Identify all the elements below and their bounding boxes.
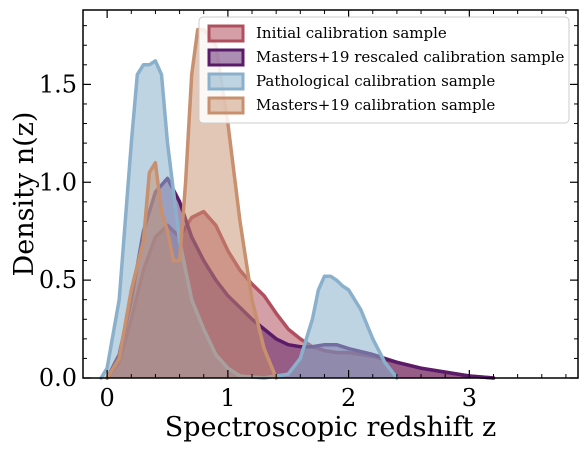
y-tick-label: 1.5: [39, 70, 77, 98]
legend-label: Masters+19 rescaled calibration sample: [256, 48, 565, 66]
y-tick-label: 0.5: [39, 266, 77, 294]
legend-label: Initial calibration sample: [256, 24, 447, 42]
x-axis-label: Spectroscopic redshift z: [165, 412, 496, 443]
legend-swatch: [207, 24, 245, 43]
x-tick-label: 2: [341, 384, 356, 412]
x-tick-label: 1: [220, 384, 235, 412]
legend-swatch: [207, 96, 245, 115]
series-layer: [99, 27, 496, 380]
legend: Initial calibration sample Masters+19 res…: [198, 16, 570, 124]
legend-label: Pathological calibration sample: [256, 72, 495, 90]
y-axis-label: Density n(z): [9, 112, 40, 277]
legend-box: [198, 16, 570, 124]
x-tick-label: 0: [100, 384, 115, 412]
series-line-masters-19-calibration-sample: [105, 27, 278, 380]
x-tick-label: 3: [462, 384, 477, 412]
legend-label: Masters+19 calibration sample: [256, 96, 495, 114]
plot-frame: [82, 9, 579, 379]
series-area-masters-19-calibration-sample: [107, 29, 277, 378]
y-tick-label: 0.0: [39, 364, 77, 392]
y-tick-label: 1.0: [39, 168, 77, 196]
legend-swatch: [207, 48, 245, 67]
legend-swatch: [207, 72, 245, 91]
ticks-layer: 0 1 2 3 0.0 0.5 1.0 1.5: [39, 10, 578, 412]
